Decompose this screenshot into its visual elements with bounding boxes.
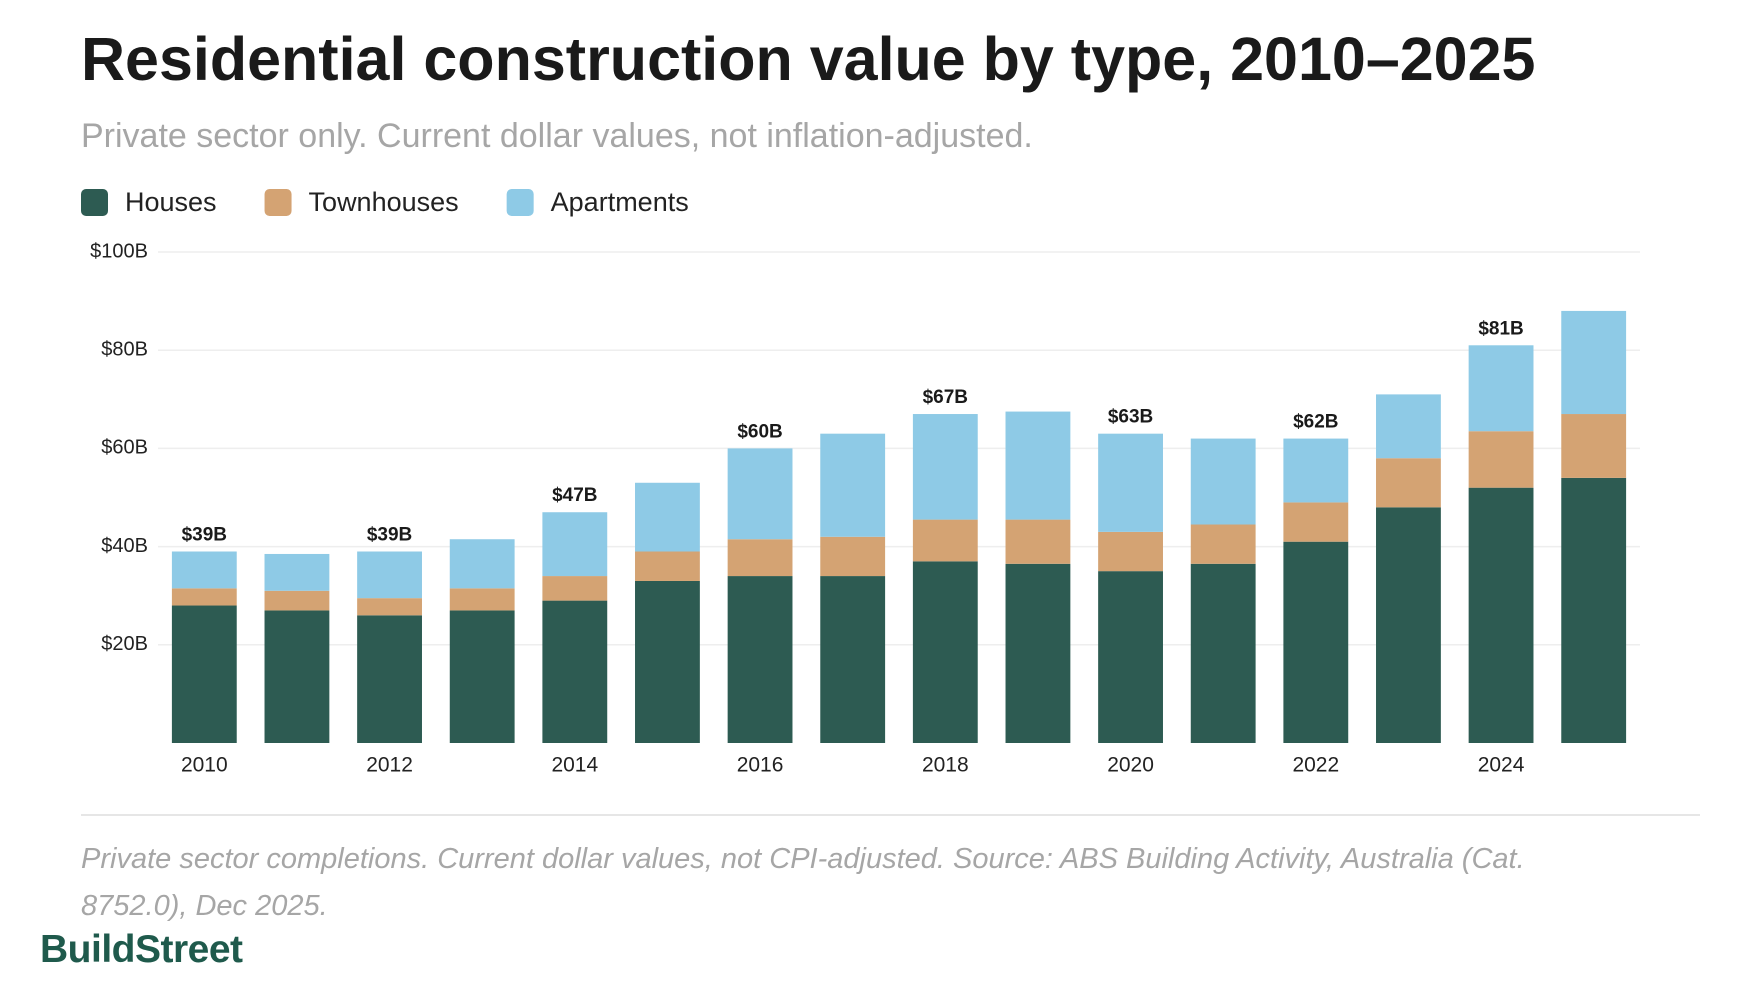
legend-label: Apartments <box>551 187 689 217</box>
bar-segment <box>1005 519 1071 564</box>
bar-segment <box>1468 431 1534 488</box>
bar-segment <box>357 615 422 743</box>
bar-segment <box>357 551 422 599</box>
x-tick-label: 2014 <box>551 754 598 777</box>
bar-segment <box>912 519 978 562</box>
bar-segment <box>542 600 608 743</box>
legend-swatch <box>264 189 292 216</box>
bar-segment <box>1376 507 1441 743</box>
bar-segment <box>912 561 978 743</box>
total-label: $60B <box>737 421 782 442</box>
y-tick-label: $40B <box>101 535 148 557</box>
total-label: $63B <box>1108 407 1153 428</box>
x-tick-label: 2018 <box>922 754 969 777</box>
bar-segment <box>357 598 422 616</box>
bar-segment <box>1190 438 1256 525</box>
legend-label: Townhouses <box>309 187 459 217</box>
bar-segment <box>820 576 886 743</box>
x-tick-label: 2010 <box>181 754 228 777</box>
bar-segment <box>1561 310 1627 415</box>
bar-segment <box>635 580 700 743</box>
bar-segment <box>449 588 515 611</box>
bar-segment <box>1283 502 1349 542</box>
y-tick-label: $20B <box>101 633 148 655</box>
bar-segment <box>542 512 608 577</box>
total-label: $62B <box>1293 412 1338 433</box>
legend-label: Houses <box>125 187 217 217</box>
brand-logo: BuildStreet <box>40 928 243 971</box>
bar-segment <box>264 610 330 743</box>
x-tick-label: 2022 <box>1292 754 1339 777</box>
bar-segment <box>1376 394 1441 459</box>
bar-segment <box>1376 458 1441 508</box>
x-tick-label: 2016 <box>737 754 784 777</box>
x-tick-label: 2020 <box>1107 754 1154 777</box>
bar-segment <box>449 610 515 743</box>
bar-segment <box>1005 563 1071 743</box>
bar-segment <box>820 433 886 537</box>
chart-title: Residential construction value by type, … <box>81 25 1535 93</box>
bar-segment <box>1468 487 1534 743</box>
bar-segment <box>171 551 237 589</box>
bar-segment <box>542 576 608 601</box>
bar-segment <box>171 588 237 606</box>
bar-segment <box>1283 438 1349 503</box>
bar-segment <box>727 448 793 540</box>
x-tick-label: 2012 <box>366 754 413 777</box>
y-tick-label: $100B <box>90 240 148 262</box>
total-label: $67B <box>923 387 968 408</box>
legend-swatch <box>506 189 534 216</box>
footnote: Private sector completions. Current doll… <box>81 843 1525 922</box>
bar-segment <box>1561 477 1627 743</box>
bar-segment <box>449 539 515 589</box>
bar-segment <box>912 414 978 520</box>
chart-subtitle: Private sector only. Current dollar valu… <box>81 117 1033 155</box>
bar-segment <box>264 590 330 611</box>
total-label: $39B <box>367 525 412 546</box>
bar-segment <box>1561 414 1627 478</box>
bar-segment <box>1098 531 1163 572</box>
total-label: $81B <box>1478 318 1523 339</box>
bar-segment <box>1098 571 1163 743</box>
bar-segment <box>1190 524 1256 564</box>
bar-segment <box>264 553 330 591</box>
bar-segment <box>1098 433 1163 532</box>
x-tick-label: 2024 <box>1478 754 1525 777</box>
bar-segment <box>635 482 700 552</box>
bar-segment <box>635 551 700 581</box>
legend-swatch <box>81 189 108 216</box>
bar-segment <box>171 605 237 743</box>
bar-segment <box>727 539 793 577</box>
bar-segment <box>727 576 793 743</box>
bar-segment <box>1283 541 1349 743</box>
total-label: $39B <box>182 525 227 546</box>
bar-segment <box>1005 411 1071 520</box>
bar-segment <box>820 536 886 577</box>
y-tick-label: $60B <box>101 437 148 459</box>
chart: Residential construction value by type, … <box>81 25 1700 816</box>
total-label: $47B <box>552 485 597 506</box>
y-tick-label: $80B <box>101 338 148 360</box>
bar-segment <box>1190 563 1256 743</box>
bar-segment <box>1468 345 1534 432</box>
